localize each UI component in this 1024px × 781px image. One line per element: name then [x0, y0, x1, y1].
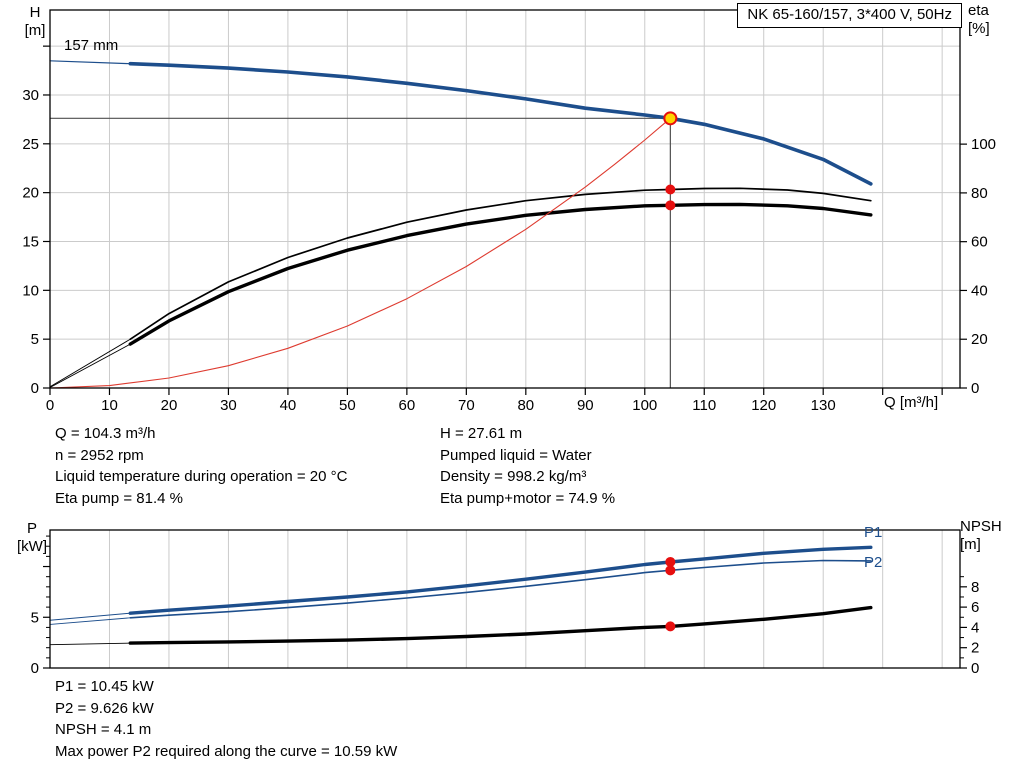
- npsh-point: [665, 621, 676, 632]
- operating-data-left-column: Q = 104.3 m³/h n = 2952 rpm Liquid tempe…: [55, 423, 347, 509]
- tick-label: 120: [751, 397, 776, 414]
- system-curve: [49, 117, 671, 389]
- power-data-block: P1 = 10.45 kW P2 = 9.626 kW NPSH = 4.1 m…: [55, 676, 397, 762]
- tick-label: 100: [971, 136, 996, 153]
- head-curve-lead: [49, 60, 131, 65]
- tick-label: 20: [22, 185, 39, 202]
- info-eta-pump: Eta pump = 81.4 %: [55, 489, 183, 507]
- npsh-lead: [49, 642, 131, 646]
- operating-data-right-column: H = 27.61 m Pumped liquid = Water Densit…: [440, 423, 615, 509]
- tick-label: 0: [31, 380, 39, 397]
- eta-pump-point: [665, 184, 676, 195]
- plot-frame: [49, 9, 961, 389]
- head-curve: [128, 61, 873, 186]
- head-axis-unit: [m]: [24, 22, 46, 39]
- duty-point: [663, 111, 678, 126]
- tick-label: 5: [31, 331, 39, 348]
- tick-label: 0: [46, 397, 54, 414]
- tick-label: 130: [811, 397, 836, 414]
- info-speed: n = 2952 rpm: [55, 446, 144, 464]
- tick-label: 90: [577, 397, 594, 414]
- p2-curve: [129, 559, 872, 619]
- p1-point: [665, 556, 676, 567]
- pump-model-title: NK 65-160/157, 3*400 V, 50Hz: [737, 3, 962, 28]
- eta-pump-motor-lead: [49, 343, 131, 388]
- tick-label: 20: [161, 397, 178, 414]
- head-axis-label: H [m]: [15, 4, 55, 40]
- eta-axis-unit: [%]: [968, 20, 990, 37]
- tick-label: 80: [517, 397, 534, 414]
- p1-series-label: P1: [864, 524, 883, 541]
- tick-label: 8: [971, 579, 979, 596]
- eta-pump-motor-curve: [128, 202, 873, 346]
- eta-pump-curve: [129, 187, 872, 341]
- tick-label: 2: [971, 640, 979, 657]
- p1-curve: [128, 545, 873, 615]
- tick-label: 25: [22, 136, 39, 153]
- eta-axis-symbol: eta: [968, 2, 989, 19]
- npsh-axis-symbol: NPSH: [960, 518, 1002, 535]
- tick-label: 60: [399, 397, 416, 414]
- tick-label: 0: [971, 660, 979, 677]
- info-pumped-liquid: Pumped liquid = Water: [440, 446, 592, 464]
- tick-label: 40: [280, 397, 297, 414]
- tick-label: 60: [971, 234, 988, 251]
- npsh-curve: [128, 605, 873, 645]
- p2-point: [665, 565, 676, 576]
- eta-axis-label: eta [%]: [968, 2, 990, 38]
- tick-label: 10: [101, 397, 118, 414]
- eta-pump-lead: [49, 338, 131, 388]
- footer-p2: P2 = 9.626 kW: [55, 699, 154, 717]
- npsh-axis-unit: [m]: [960, 536, 981, 553]
- power-axis-label: P [kW]: [10, 520, 54, 556]
- tick-label: 100: [632, 397, 657, 414]
- tick-label: 10: [22, 282, 39, 299]
- tick-label: 70: [458, 397, 475, 414]
- head-axis-symbol: H: [29, 4, 41, 21]
- eta-pump-motor-point: [665, 200, 676, 211]
- tick-label: 40: [971, 282, 988, 299]
- tick-label: 4: [971, 619, 979, 636]
- p2-lead: [49, 617, 131, 625]
- info-liquid-temperature: Liquid temperature during operation = 20…: [55, 468, 348, 486]
- power-axis-unit: [kW]: [17, 538, 47, 555]
- footer-npsh: NPSH = 4.1 m: [55, 721, 152, 739]
- power-axis-symbol: P: [26, 520, 37, 537]
- impeller-diameter-label: 157 mm: [64, 37, 119, 54]
- info-density: Density = 998.2 kg/m³: [440, 468, 587, 486]
- info-flow: Q = 104.3 m³/h: [55, 425, 156, 442]
- p2-series-label: P2: [864, 554, 883, 571]
- info-eta-pump-motor: Eta pump+motor = 74.9 %: [440, 489, 616, 507]
- tick-label: 0: [31, 660, 39, 677]
- tick-label: 15: [22, 233, 39, 250]
- tick-label: 110: [692, 397, 716, 414]
- tick-label: 50: [339, 397, 356, 414]
- footer-p1: P1 = 10.45 kW: [55, 678, 154, 695]
- footer-max-power: Max power P2 required along the curve = …: [55, 742, 398, 760]
- tick-label: 20: [971, 331, 988, 348]
- tick-label: 80: [971, 185, 988, 202]
- tick-label: 5: [31, 609, 39, 626]
- tick-label: 0: [971, 380, 979, 397]
- p1-lead: [49, 612, 131, 621]
- info-head: H = 27.61 m: [440, 425, 523, 442]
- tick-label: 6: [971, 599, 979, 616]
- npsh-axis-label: NPSH [m]: [960, 518, 1002, 554]
- flow-axis-label: Q [m³/h]: [884, 394, 939, 411]
- plot-frame: [49, 529, 961, 669]
- tick-label: 30: [22, 87, 39, 104]
- tick-label: 30: [220, 397, 237, 414]
